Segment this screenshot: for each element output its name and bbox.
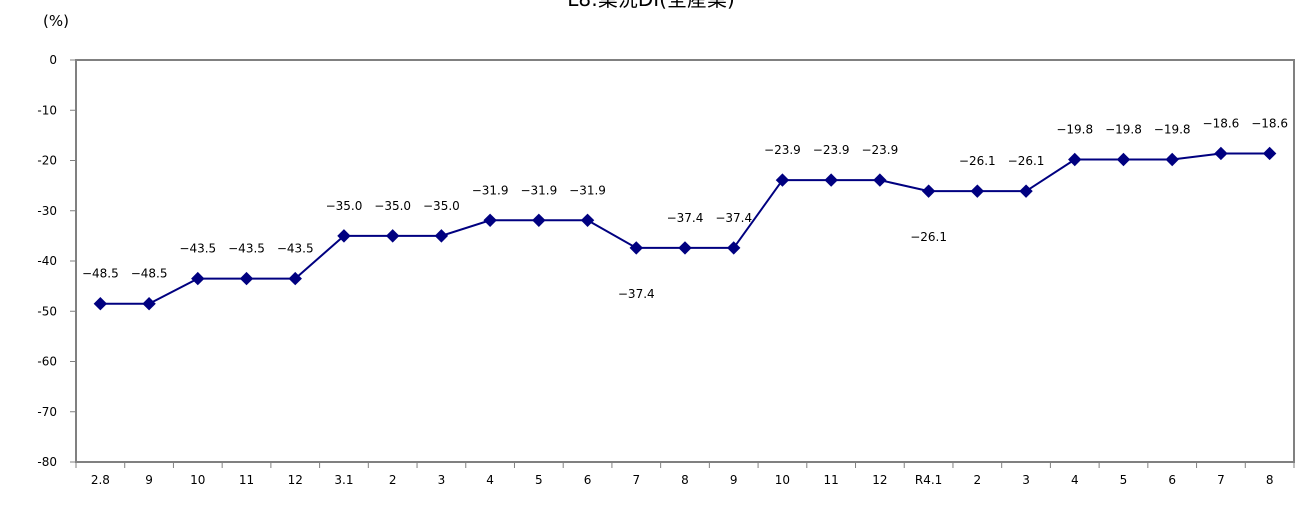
data-label: −43.5 (228, 242, 265, 256)
data-point-marker (288, 271, 302, 286)
data-point-marker (727, 241, 741, 255)
data-label: −35.0 (423, 199, 460, 213)
y-tick-label: -80 (37, 455, 57, 469)
y-tick-label: -20 (37, 154, 57, 168)
series-layer (93, 146, 1277, 311)
data-label: −43.5 (179, 242, 216, 256)
x-tick-label: 2 (973, 473, 981, 487)
data-label: −37.4 (667, 211, 704, 225)
series-line (100, 152, 1270, 305)
x-tick-label: 4 (1071, 473, 1079, 487)
data-label: −18.6 (1251, 116, 1288, 130)
x-tick-label: 7 (1217, 473, 1225, 487)
data-point-marker (1165, 152, 1179, 167)
data-label: −23.9 (764, 143, 801, 157)
y-tick-label: -10 (37, 103, 57, 117)
data-point-marker (775, 173, 790, 187)
data-label: −23.9 (813, 143, 850, 157)
x-tick-label: 8 (681, 473, 689, 487)
data-label: −19.8 (1105, 122, 1142, 136)
data-point-marker (483, 213, 497, 228)
data-label: −23.9 (861, 143, 898, 157)
data-point-marker (239, 271, 254, 286)
y-tick-label: -70 (37, 405, 57, 419)
y-tick-label: -50 (37, 304, 57, 318)
x-tick-label: 2.8 (91, 473, 110, 487)
data-label: −26.1 (959, 154, 996, 168)
data-label: −26.1 (1008, 154, 1045, 168)
data-point-marker (142, 297, 156, 311)
data-point-marker (873, 173, 887, 187)
y-axis-unit-label: (%) (43, 12, 69, 30)
data-label: −48.5 (82, 267, 119, 281)
x-tick-label: 9 (730, 473, 738, 487)
chart-title: L8:業況DI(全産業) (567, 0, 735, 11)
x-tick-label: 7 (632, 473, 640, 487)
data-label: −18.6 (1203, 116, 1240, 130)
x-tick-label: 2 (389, 473, 397, 487)
x-tick-label: 3 (1022, 473, 1030, 487)
data-label: −31.9 (472, 183, 509, 197)
data-point-marker (1262, 146, 1277, 161)
x-tick-label: 10 (775, 473, 790, 487)
data-point-marker (532, 213, 546, 228)
x-tick-label: 3.1 (334, 473, 353, 487)
data-label: −19.8 (1056, 122, 1093, 136)
data-label: −19.8 (1154, 122, 1191, 136)
plot-area-frame (75, 59, 1295, 463)
data-label: −35.0 (326, 199, 363, 213)
x-tick-label: 11 (239, 473, 254, 487)
data-point-marker (337, 229, 351, 243)
x-tick-label: 4 (486, 473, 494, 487)
x-tick-label: 6 (1168, 473, 1176, 487)
data-point-marker (1019, 184, 1033, 198)
data-label: −26.1 (910, 230, 947, 244)
axes: 0 -10 -20 -30 -40 -50 -60 -70 -80 2.8 9 10 11 12 3.1 2 3… (37, 53, 1295, 487)
data-point-marker (191, 271, 205, 286)
y-tick-label: -30 (37, 204, 57, 218)
x-tick-label: 12 (288, 473, 303, 487)
data-point-marker (385, 229, 400, 243)
x-tick-label: 6 (584, 473, 592, 487)
x-tick-label: R4.1 (915, 473, 942, 487)
data-point-marker (1116, 152, 1131, 167)
data-point-marker (93, 297, 108, 311)
data-label: −48.5 (131, 267, 168, 281)
data-point-marker (921, 184, 936, 198)
x-tick-label: 5 (1120, 473, 1128, 487)
x-tick-label: 12 (872, 473, 887, 487)
data-label: −37.4 (715, 211, 752, 225)
y-tick-label: -40 (37, 254, 57, 268)
data-point-marker (678, 241, 692, 255)
data-point-marker (970, 184, 985, 198)
x-tick-label: 9 (145, 473, 153, 487)
data-point-marker (1214, 146, 1228, 161)
data-point-marker (824, 173, 838, 187)
x-tick-label: 10 (190, 473, 205, 487)
data-labels: −48.5 −48.5 −43.5 −43.5 −43.5 −35.0 −35.0 −35.0… (82, 116, 1288, 300)
data-label: −37.4 (618, 287, 655, 301)
x-tick-label: 8 (1266, 473, 1274, 487)
x-tick-label: 5 (535, 473, 543, 487)
data-label: −31.9 (569, 183, 606, 197)
data-point-marker (629, 241, 643, 255)
data-point-marker (434, 229, 449, 243)
data-point-marker (1068, 152, 1082, 167)
x-tick-label: 3 (438, 473, 446, 487)
y-tick-label: -60 (37, 355, 57, 369)
data-label: −35.0 (374, 199, 411, 213)
data-point-marker (580, 213, 595, 228)
data-label: −43.5 (277, 242, 314, 256)
x-tick-label: 11 (824, 473, 839, 487)
y-tick-label: 0 (49, 53, 57, 67)
data-label: −31.9 (520, 183, 557, 197)
